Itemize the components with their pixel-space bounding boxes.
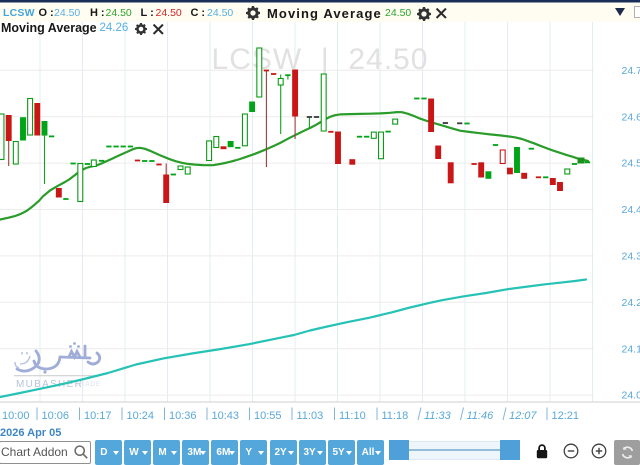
svg-text:24.60: 24.60: [622, 111, 640, 123]
svg-text:24.20: 24.20: [622, 297, 640, 309]
svg-text:24.40: 24.40: [622, 204, 640, 216]
svg-text:24.10: 24.10: [622, 343, 640, 355]
svg-text:10:17: 10:17: [84, 410, 112, 422]
svg-text:24.30: 24.30: [622, 251, 640, 263]
svg-text:11:10: 11:10: [339, 410, 366, 422]
svg-text:24.00: 24.00: [622, 390, 640, 402]
svg-text:12:07: 12:07: [509, 410, 537, 422]
svg-text:10:06: 10:06: [42, 410, 70, 422]
svg-text:24.50: 24.50: [622, 158, 640, 170]
svg-text:TRADE: TRADE: [75, 381, 101, 388]
svg-text:11:03: 11:03: [297, 410, 324, 422]
svg-text:10:43: 10:43: [212, 410, 240, 422]
svg-text:10:55: 10:55: [254, 410, 282, 422]
svg-text:11:33: 11:33: [424, 410, 452, 422]
svg-text:LCSW | 24.50: LCSW | 24.50: [212, 43, 429, 76]
svg-text:10:24: 10:24: [127, 410, 155, 422]
svg-text:MUBASHER: MUBASHER: [16, 379, 83, 390]
svg-text:11:18: 11:18: [382, 410, 409, 422]
svg-text:10:36: 10:36: [169, 410, 197, 422]
svg-text:24.70: 24.70: [622, 65, 640, 77]
svg-text:11:46: 11:46: [467, 410, 495, 422]
svg-text:12:21: 12:21: [552, 410, 580, 422]
svg-text:10:00: 10:00: [2, 410, 30, 422]
